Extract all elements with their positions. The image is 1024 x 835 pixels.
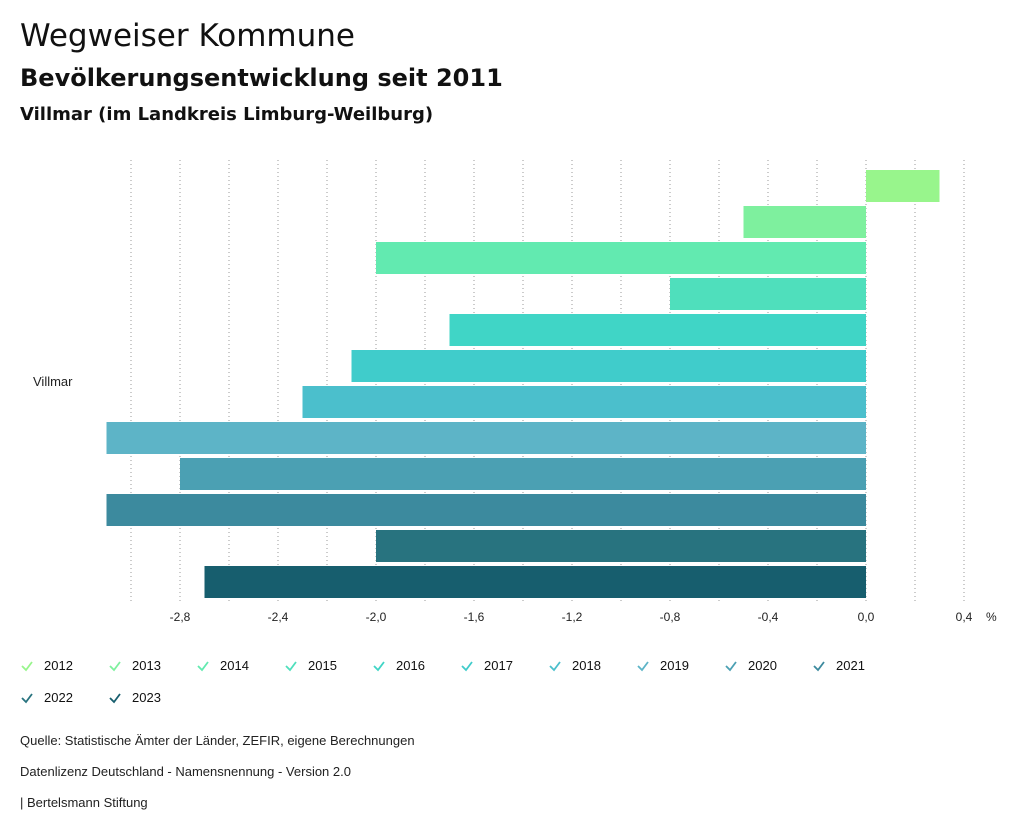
checkmark-icon	[725, 660, 737, 671]
checkmark-icon	[461, 660, 473, 671]
legend-label: 2020	[748, 658, 777, 673]
checkmark-icon	[373, 660, 385, 671]
x-tick-label: 0,4	[956, 610, 973, 624]
x-tick-label: -2,4	[268, 610, 289, 624]
checkmark-icon	[549, 660, 561, 671]
bar-2020	[180, 458, 866, 490]
legend-label: 2012	[44, 658, 73, 673]
checkmark-icon	[813, 660, 825, 671]
checkmark-icon	[109, 660, 121, 671]
legend-item-2014[interactable]: 2014	[196, 658, 249, 673]
legend-item-2020[interactable]: 2020	[724, 658, 777, 673]
bar-chart: Villmar -2,8 -2,4 -2,0 -1,6 -1,2 -0,8 -0,4 0,0 0,…	[33, 160, 997, 624]
legend-item-2016[interactable]: 2016	[372, 658, 425, 673]
bar-2021	[106, 494, 866, 526]
license-note: Datenlizenz Deutschland - Namensnennung …	[20, 764, 351, 779]
bar-2014	[376, 242, 866, 274]
checkmark-icon	[637, 660, 649, 671]
legend-item-2021[interactable]: 2021	[812, 658, 865, 673]
checkmark-icon	[21, 692, 33, 703]
chart-subtitle: Bevölkerungsentwicklung seit 2011	[20, 64, 503, 92]
legend-item-2013[interactable]: 2013	[108, 658, 161, 673]
bar-2015	[670, 278, 866, 310]
bar-2019	[106, 422, 866, 454]
legend-item-2019[interactable]: 2019	[636, 658, 689, 673]
legend-label: 2021	[836, 658, 865, 673]
checkmark-icon	[21, 660, 33, 671]
legend-label: 2018	[572, 658, 601, 673]
legend-label: 2023	[132, 690, 161, 705]
legend-label: 2017	[484, 658, 513, 673]
x-tick-label: -2,8	[170, 610, 191, 624]
bar-2018	[302, 386, 866, 418]
legend-item-2022[interactable]: 2022	[20, 690, 73, 705]
bar-2022	[376, 530, 866, 562]
bar-2013	[743, 206, 866, 238]
chart-title: Wegweiser Kommune	[20, 18, 355, 54]
category-label: Villmar	[33, 374, 73, 389]
bar-2017	[351, 350, 866, 382]
bar-2012	[866, 170, 940, 202]
legend-label: 2022	[44, 690, 73, 705]
checkmark-icon	[109, 692, 121, 703]
checkmark-icon	[197, 660, 209, 671]
legend-label: 2019	[660, 658, 689, 673]
publisher-note: | Bertelsmann Stiftung	[20, 795, 148, 810]
legend-label: 2014	[220, 658, 249, 673]
bar-2023	[204, 566, 866, 598]
legend-item-2017[interactable]: 2017	[460, 658, 513, 673]
x-tick-label: -1,2	[562, 610, 583, 624]
x-tick-label: -0,8	[660, 610, 681, 624]
legend-item-2023[interactable]: 2023	[108, 690, 161, 705]
legend-label: 2013	[132, 658, 161, 673]
legend-label: 2016	[396, 658, 425, 673]
bar-2016	[449, 314, 866, 346]
legend-item-2015[interactable]: 2015	[284, 658, 337, 673]
x-tick-label: -1,6	[464, 610, 485, 624]
x-tick-label: 0,0	[858, 610, 875, 624]
checkmark-icon	[285, 660, 297, 671]
legend-label: 2015	[308, 658, 337, 673]
x-axis-unit: %	[986, 610, 997, 624]
legend-item-2012[interactable]: 2012	[20, 658, 73, 673]
legend-item-2018[interactable]: 2018	[548, 658, 601, 673]
x-tick-label: -0,4	[758, 610, 779, 624]
source-note: Quelle: Statistische Ämter der Länder, Z…	[20, 733, 415, 748]
x-tick-label: -2,0	[366, 610, 387, 624]
region-label: Villmar (im Landkreis Limburg-Weilburg)	[20, 104, 434, 125]
